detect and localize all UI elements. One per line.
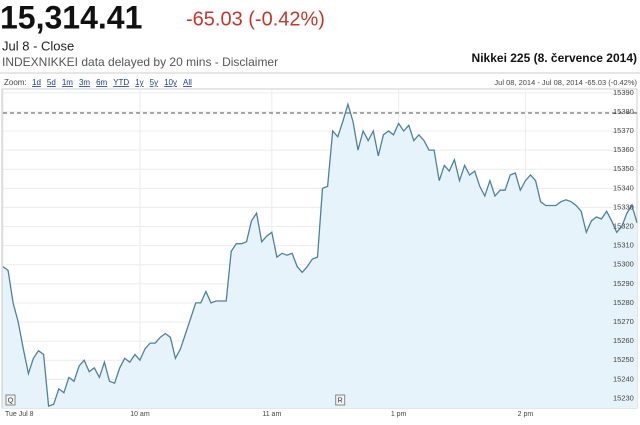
x-tick-label: 11 am [262, 411, 281, 418]
x-tick-label: Tue Jul 8 [5, 411, 34, 418]
y-tick-label: 15370 [613, 126, 634, 135]
y-tick-label: 15310 [613, 241, 634, 250]
y-tick-label: 15270 [613, 317, 634, 326]
x-tick-label: 10 am [130, 411, 150, 418]
x-tick-label: 2 pm [518, 411, 534, 418]
zoom-option[interactable]: 1d [32, 78, 41, 87]
y-tick-label: 15380 [613, 107, 634, 116]
zoom-option[interactable]: 10y [164, 78, 177, 87]
y-tick-label: 15360 [613, 145, 634, 154]
change: -65.03 (-0.42%) [186, 8, 325, 30]
chart-title: Nikkei 225 (8. července 2014) [472, 51, 637, 65]
zoom-option[interactable]: 5y [150, 78, 158, 87]
zoom-option[interactable]: 1m [62, 78, 73, 87]
y-tick-label: 15250 [613, 355, 634, 364]
y-tick-label: 15240 [613, 374, 634, 383]
flag-box [5, 394, 16, 406]
y-tick-label: 15290 [613, 279, 634, 288]
range-text: Jul 08, 2014 - Jul 08, 2014 -65.03 (-0.4… [494, 78, 637, 87]
flag-label: Q [8, 397, 14, 404]
area-fill [3, 104, 637, 409]
y-tick-label: 15280 [613, 298, 634, 307]
zoom-option[interactable]: 3m [79, 78, 90, 87]
y-tick-label: 15230 [613, 393, 634, 402]
price: 15,314.41 [0, 0, 142, 35]
y-tick-label: 15350 [613, 164, 634, 173]
zoom-option[interactable]: 1y [135, 78, 143, 87]
zoom-option[interactable]: All [183, 78, 192, 87]
zoom-option[interactable]: 5d [47, 78, 56, 87]
y-tick-label: 15330 [613, 202, 634, 211]
y-tick-label: 15260 [613, 336, 634, 345]
date-label: Jul 8 - Close [2, 38, 74, 53]
zoom-option[interactable]: 6m [96, 78, 107, 87]
zoom-option[interactable]: YTD [113, 78, 129, 87]
plot: Tue Jul 8 10 am 11 am 1 pm 2 pm 15230 15240 152… [2, 88, 638, 418]
flag-label: R [338, 397, 343, 404]
price-line [2, 102, 638, 408]
y-tick-label: 15390 [613, 88, 634, 97]
x-tick-label: 1 pm [391, 411, 407, 418]
y-tick-label: 15300 [613, 260, 634, 269]
y-tick-label: 15320 [613, 222, 634, 231]
flag-box [335, 394, 346, 406]
y-tick-label: 15340 [613, 183, 634, 192]
zoom-label: Zoom: [4, 78, 27, 87]
source-note: INDEXNIKKEI data delayed by 20 mins - Di… [2, 55, 278, 69]
